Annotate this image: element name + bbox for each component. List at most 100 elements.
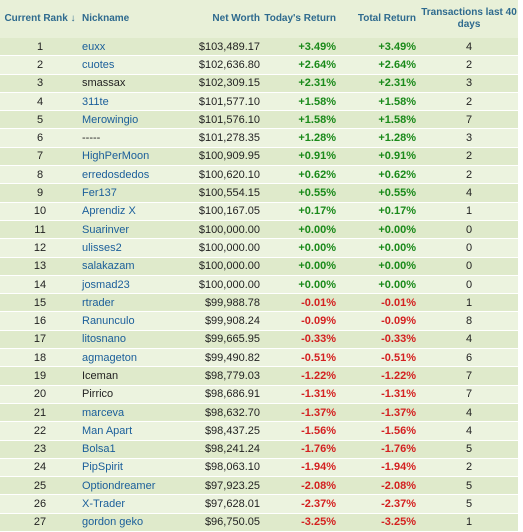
- rank-header-label[interactable]: Current Rank ↓: [4, 13, 76, 24]
- net-worth-cell-value: $100,909.95: [198, 150, 260, 163]
- total-return-cell-value: -2.37%: [381, 498, 416, 511]
- net-worth-cell: $100,909.95: [188, 147, 264, 167]
- nickname-link[interactable]: marceva: [82, 406, 125, 419]
- nickname-link[interactable]: Optiondreamer: [82, 479, 156, 492]
- nickname-link[interactable]: Aprendiz X: [82, 205, 136, 218]
- nickname-cell[interactable]: Man Apart: [80, 421, 188, 441]
- net-worth-cell-value: $97,628.01: [204, 498, 260, 511]
- net-worth-cell-value: $100,000.00: [198, 260, 260, 273]
- net-worth-cell: $101,278.35: [188, 128, 264, 148]
- nickname-link[interactable]: Bolsa1: [82, 443, 116, 456]
- nickname-link[interactable]: Man Apart: [82, 424, 133, 437]
- rank-cell: 25: [0, 476, 80, 496]
- transactions-cell: 5: [420, 476, 518, 496]
- nickname-cell[interactable]: salakazam: [80, 257, 188, 276]
- transactions-cell-value: 7: [465, 388, 473, 401]
- nickname-link[interactable]: Fer137: [82, 187, 117, 200]
- today-return-column-header[interactable]: Today's Return: [264, 0, 340, 38]
- transactions-header-label[interactable]: Transactions last 40 days: [421, 7, 517, 30]
- nickname-link[interactable]: salakazam: [82, 260, 135, 273]
- net-worth-column-header[interactable]: Net Worth: [188, 0, 264, 38]
- table-row: 10 Aprendiz X $100,167.05 +0.17% +0.17% 1: [0, 202, 518, 221]
- today-return-cell: +2.64%: [264, 55, 340, 75]
- net-worth-header-label[interactable]: Net Worth: [212, 13, 260, 24]
- net-worth-cell: $100,554.15: [188, 183, 264, 203]
- nickname-cell[interactable]: josmad23: [80, 275, 188, 295]
- transactions-cell-value: 4: [465, 187, 473, 200]
- total-return-cell-value: +0.91%: [378, 150, 416, 163]
- net-worth-cell: $103,489.17: [188, 38, 264, 57]
- nickname-cell[interactable]: Optiondreamer: [80, 476, 188, 496]
- table-row: 2 cuotes $102,636.80 +2.64% +2.64% 2: [0, 55, 518, 75]
- nickname-cell[interactable]: ulisses2: [80, 238, 188, 258]
- nickname-cell[interactable]: PipSpirit: [80, 458, 188, 478]
- today-return-cell-value: +0.62%: [298, 168, 336, 181]
- nickname-column-header[interactable]: Nickname: [80, 0, 188, 38]
- nickname-link[interactable]: Suarinver: [82, 223, 130, 236]
- nickname-cell[interactable]: Bolsa1: [80, 440, 188, 459]
- table-row: 3 smassax $102,309.15 +2.31% +2.31% 3: [0, 74, 518, 93]
- nickname-link[interactable]: 311te: [82, 95, 109, 108]
- today-return-cell-value: -1.31%: [301, 388, 336, 401]
- net-worth-cell-value: $100,554.15: [198, 187, 260, 200]
- total-return-header-label[interactable]: Total Return: [357, 13, 416, 24]
- nickname-cell[interactable]: X-Trader: [80, 494, 188, 514]
- nickname-cell[interactable]: marceva: [80, 403, 188, 423]
- nickname-link[interactable]: euxx: [82, 40, 106, 53]
- today-return-cell: +0.00%: [264, 275, 340, 295]
- nickname-cell[interactable]: euxx: [80, 38, 188, 57]
- rank-cell-value: 2: [36, 58, 44, 71]
- nickname-header-label[interactable]: Nickname: [82, 13, 130, 24]
- rank-column-header[interactable]: Current Rank ↓: [0, 0, 80, 38]
- transactions-cell-value: 2: [465, 95, 473, 108]
- transactions-cell: 1: [420, 293, 518, 313]
- transactions-column-header[interactable]: Transactions last 40 days: [420, 0, 518, 38]
- net-worth-cell: $98,686.91: [188, 385, 264, 404]
- today-return-cell-value: -0.51%: [301, 351, 336, 364]
- nickname-link[interactable]: cuotes: [82, 58, 115, 71]
- today-return-header-label[interactable]: Today's Return: [264, 13, 336, 24]
- nickname-link[interactable]: rtrader: [82, 296, 115, 309]
- nickname-link[interactable]: erredosdedos: [82, 168, 150, 181]
- transactions-cell-value: 4: [465, 333, 473, 346]
- nickname-cell[interactable]: gordon geko: [80, 513, 188, 532]
- rank-cell: 19: [0, 366, 80, 386]
- nickname-cell[interactable]: Fer137: [80, 183, 188, 203]
- nickname-link[interactable]: josmad23: [82, 278, 130, 291]
- nickname-cell[interactable]: cuotes: [80, 55, 188, 75]
- nickname-link[interactable]: PipSpirit: [82, 461, 123, 474]
- nickname-link[interactable]: agmageton: [82, 351, 138, 364]
- today-return-cell: -0.01%: [264, 293, 340, 313]
- nickname-cell[interactable]: erredosdedos: [80, 165, 188, 185]
- nickname-cell[interactable]: litosnano: [80, 330, 188, 350]
- nickname-link[interactable]: gordon geko: [82, 516, 144, 529]
- nickname-cell[interactable]: HighPerMoon: [80, 147, 188, 167]
- net-worth-cell: $96,750.05: [188, 513, 264, 532]
- nickname-link[interactable]: Merowingio: [82, 113, 139, 126]
- rank-cell-value: 24: [33, 461, 47, 474]
- nickname-cell[interactable]: Suarinver: [80, 220, 188, 240]
- today-return-cell-value: -2.37%: [301, 498, 336, 511]
- total-return-column-header[interactable]: Total Return: [340, 0, 420, 38]
- today-return-cell: +0.00%: [264, 220, 340, 240]
- total-return-cell-value: -1.94%: [381, 461, 416, 474]
- nickname-cell[interactable]: agmageton: [80, 348, 188, 368]
- nickname-cell[interactable]: Merowingio: [80, 110, 188, 130]
- nickname-link[interactable]: HighPerMoon: [82, 150, 150, 163]
- nickname-cell[interactable]: 311te: [80, 92, 188, 112]
- nickname-link[interactable]: X-Trader: [82, 498, 125, 511]
- net-worth-cell-value: $100,620.10: [198, 168, 260, 181]
- nickname-cell[interactable]: Ranunculo: [80, 311, 188, 331]
- nickname-cell-value: smassax: [82, 77, 126, 90]
- today-return-cell: -1.22%: [264, 366, 340, 386]
- transactions-cell-value: 0: [465, 278, 473, 291]
- today-return-cell-value: -1.56%: [301, 424, 336, 437]
- ranking-rows: 1 euxx $103,489.17 +3.49% +3.49% 4 2 cuotes $102…: [0, 38, 518, 532]
- nickname-link[interactable]: Ranunculo: [82, 315, 135, 328]
- transactions-cell-value: 0: [465, 223, 473, 236]
- nickname-link[interactable]: ulisses2: [82, 241, 122, 254]
- net-worth-cell-value: $99,908.24: [204, 315, 260, 328]
- nickname-cell[interactable]: rtrader: [80, 293, 188, 313]
- nickname-link[interactable]: litosnano: [82, 333, 127, 346]
- nickname-cell[interactable]: Aprendiz X: [80, 202, 188, 221]
